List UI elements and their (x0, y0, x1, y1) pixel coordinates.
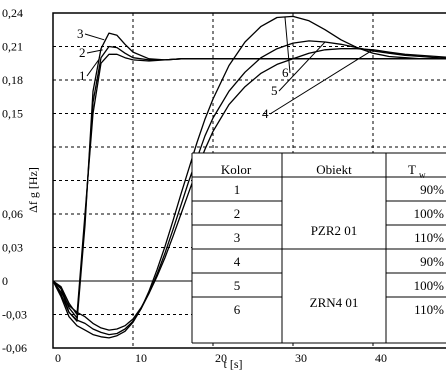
legend-table-grid (191, 152, 446, 344)
x-tick-label: 0 (55, 351, 61, 365)
curve-label-2: 2 (79, 45, 86, 60)
table-cell-tw: 110% (414, 302, 444, 317)
table-cell-tw: 100% (414, 206, 445, 221)
y-tick-label: 0,15 (2, 107, 23, 121)
table-header-tw: T (408, 162, 416, 177)
y-tick-label: 0,18 (2, 73, 23, 87)
curve-label-5: 5 (271, 83, 278, 98)
y-tick-label: -0,06 (2, 341, 27, 355)
leader-line-2 (86, 49, 103, 54)
curve-label-6: 6 (282, 65, 289, 80)
table-group-zrn: ZRN4 01 (310, 295, 359, 310)
table-cell-tw: 90% (420, 182, 444, 197)
leader-line-3 (84, 33, 105, 41)
curve-label-1: 1 (79, 68, 86, 83)
table-group-pzr: PZR2 01 (311, 223, 358, 238)
leader-line-5 (278, 41, 326, 92)
y-axis-label: Δf g [Hz] (26, 167, 40, 213)
table-header-kolor: Kolor (221, 162, 252, 177)
y-tick-label: 0 (2, 274, 8, 288)
curve-label-3: 3 (77, 26, 84, 41)
series-line-3 (52, 32, 446, 322)
leader-line-4 (269, 49, 374, 115)
x-tick-labels: 01020304050 (55, 351, 387, 365)
table-cell-tw: 100% (414, 278, 445, 293)
legend-table-cells: 1 90% 2 100% 3 110% 4 90% 5 100% 6 110% (234, 182, 444, 317)
x-tick-label: 20 (215, 351, 227, 365)
x-tick-label: 10 (135, 351, 147, 365)
curve-label-4: 4 (262, 106, 269, 121)
table-cell-kolor: 1 (234, 182, 241, 197)
legend-table-background (192, 153, 446, 343)
table-cell-tw: 110% (414, 230, 444, 245)
table-header-obiekt: Obiekt (316, 162, 352, 177)
plot-frame (52, 12, 446, 349)
table-cell-kolor: 5 (234, 278, 241, 293)
leader-line-1 (86, 58, 100, 77)
table-cell-tw: 90% (420, 254, 444, 269)
y-tick-label: 0,21 (2, 40, 23, 54)
table-cell-kolor: 6 (234, 302, 241, 317)
legend-table: Kolor Obiekt T w PZR2 01 ZRN4 01 1 90% 2 10… (191, 152, 446, 344)
table-cell-kolor: 4 (234, 254, 241, 269)
y-tick-label: 0,06 (2, 207, 23, 221)
y-tick-labels: -0,06 -0,03 0 0,03 0,06 0,15 0,18 0,21 0,24 (2, 6, 27, 355)
y-tick-label: -0,03 (2, 308, 27, 322)
table-cell-kolor: 3 (234, 230, 241, 245)
y-tick-label: 0,03 (2, 241, 23, 255)
y-tick-label: 0,24 (2, 6, 23, 20)
x-tick-label: 30 (295, 351, 307, 365)
curve-label-leaders: 1 2 3 456 (77, 17, 374, 121)
table-cell-kolor: 2 (234, 206, 241, 221)
leader-line-6 (284, 17, 291, 74)
table-header-tw-subscript: w (419, 170, 426, 180)
x-tick-label: 40 (375, 351, 387, 365)
x-axis-label: t [s] (224, 357, 243, 371)
